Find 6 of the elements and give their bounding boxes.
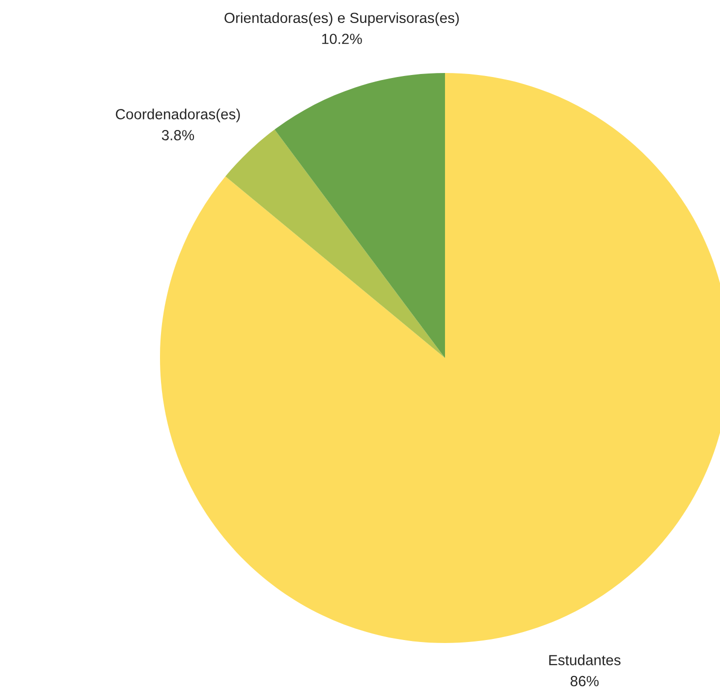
slice-label: Estudantes [549, 654, 621, 666]
data-label: 86% [570, 676, 599, 686]
data-label: 10.2% [322, 34, 362, 44]
slice-label: Orientadoras(es) e Supervisoras(es) [224, 12, 459, 26]
data-label: 3.8% [162, 130, 194, 140]
slice-label: Coordenadoras(es) [116, 108, 240, 122]
